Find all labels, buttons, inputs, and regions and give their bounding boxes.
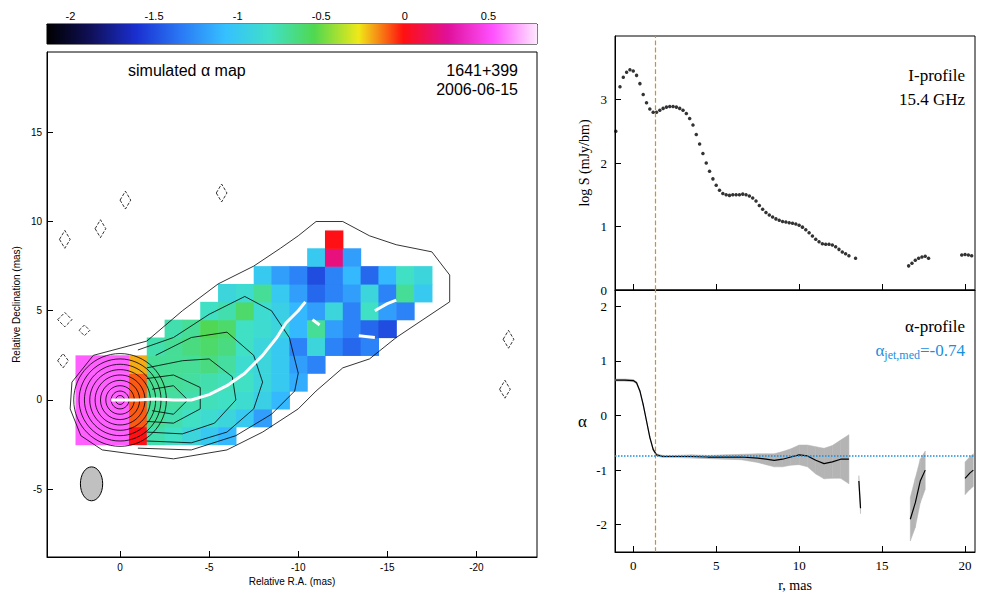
svg-text:0: 0 — [36, 394, 42, 405]
svg-text:0: 0 — [630, 558, 637, 573]
svg-text:-2: -2 — [596, 517, 607, 532]
svg-text:2: 2 — [601, 156, 608, 171]
svg-text:=-0.74: =-0.74 — [920, 341, 965, 360]
svg-text:α: α — [578, 412, 587, 431]
svg-text:Relative R.A. (mas): Relative R.A. (mas) — [249, 576, 336, 587]
svg-text:3: 3 — [601, 92, 608, 107]
svg-text:-10: -10 — [291, 562, 306, 573]
svg-text:I-profile: I-profile — [908, 66, 965, 85]
svg-text:20: 20 — [959, 558, 972, 573]
svg-text:2006-06-15: 2006-06-15 — [436, 81, 518, 98]
svg-text:α-profile: α-profile — [905, 317, 965, 336]
svg-text:-15: -15 — [380, 562, 395, 573]
svg-text:-5: -5 — [33, 484, 42, 495]
svg-text:0.5: 0.5 — [481, 10, 496, 22]
svg-text:1641+399: 1641+399 — [446, 62, 518, 79]
svg-text:jet,med: jet,med — [883, 348, 920, 362]
svg-text:simulated α map: simulated α map — [128, 62, 246, 79]
svg-text:-2: -2 — [66, 10, 76, 22]
svg-text:r, mas: r, mas — [778, 578, 812, 593]
svg-text:1: 1 — [601, 219, 608, 234]
svg-text:-5: -5 — [205, 562, 214, 573]
svg-text:0: 0 — [117, 562, 123, 573]
svg-text:10: 10 — [31, 216, 43, 227]
svg-text:log S (mJy/bm): log S (mJy/bm) — [577, 119, 593, 206]
svg-text:Relative Declination (mas): Relative Declination (mas) — [11, 246, 22, 363]
svg-text:α: α — [875, 341, 884, 360]
svg-text:1: 1 — [601, 353, 608, 368]
svg-text:2: 2 — [601, 299, 608, 314]
svg-text:15.4 GHz: 15.4 GHz — [899, 90, 966, 109]
svg-text:0: 0 — [601, 283, 608, 298]
svg-text:0: 0 — [601, 408, 608, 423]
svg-text:-0.5: -0.5 — [312, 10, 331, 22]
svg-text:15: 15 — [876, 558, 889, 573]
svg-text:-1: -1 — [596, 463, 607, 478]
svg-text:0: 0 — [402, 10, 408, 22]
svg-text:-1.5: -1.5 — [145, 10, 164, 22]
svg-text:-1: -1 — [233, 10, 243, 22]
svg-text:15: 15 — [31, 127, 43, 138]
svg-text:-20: -20 — [469, 562, 484, 573]
svg-text:5: 5 — [36, 305, 42, 316]
svg-text:5: 5 — [713, 558, 720, 573]
svg-text:10: 10 — [793, 558, 806, 573]
